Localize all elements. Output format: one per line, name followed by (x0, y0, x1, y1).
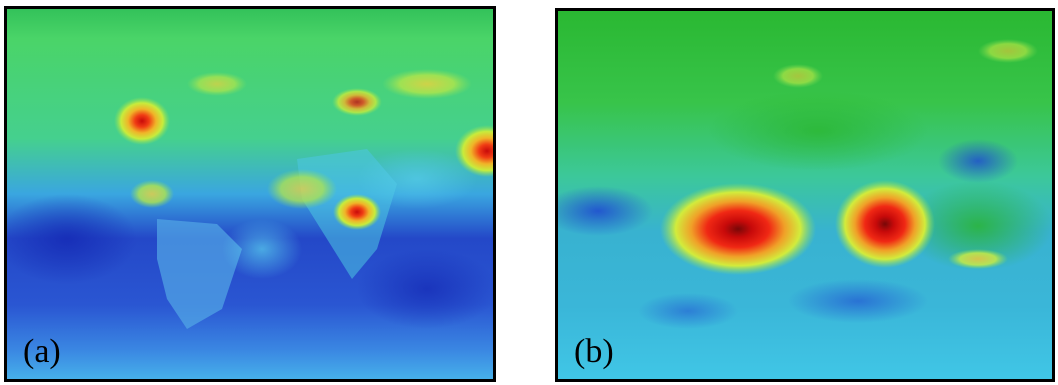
green-patch-b (903, 181, 1052, 271)
hot-spot-a-europe (332, 88, 382, 116)
hot-spot-b-south-america (660, 183, 816, 275)
warm-spot-b-2 (773, 64, 823, 88)
warm-spot-b-1 (948, 249, 1008, 269)
blue-patch-b-4 (638, 293, 738, 329)
map-panel-b: (b) (555, 8, 1055, 382)
cyan-patch-a-2 (357, 149, 477, 209)
blue-patch-b-1 (558, 186, 653, 236)
blue-patch-b-3 (788, 279, 928, 323)
blue-patch-b-2 (938, 139, 1018, 183)
map-panel-a: (a) (4, 6, 496, 382)
hot-spot-b-africa (835, 180, 935, 268)
warm-spot-a-4 (267, 169, 337, 209)
warm-spot-b-3 (978, 39, 1038, 63)
hot-spot-a-north-america (114, 97, 170, 145)
warm-spot-a-1 (382, 69, 472, 99)
heatmap-a (7, 9, 493, 379)
heatmap-b (558, 11, 1052, 379)
deep-blue-patch-a-1 (7, 194, 137, 284)
south-america-shape-a (157, 219, 242, 329)
hot-spot-a-asia (455, 125, 493, 177)
warm-spot-a-2 (187, 72, 247, 96)
hot-spot-a-africa (333, 194, 381, 230)
deep-blue-patch-a-2 (357, 249, 493, 329)
green-band-b (708, 91, 928, 171)
panel-label-a: (a) (23, 333, 61, 370)
warm-spot-a-3 (130, 180, 174, 208)
panel-label-b: (b) (574, 333, 614, 370)
cyan-patch-a (222, 219, 302, 279)
